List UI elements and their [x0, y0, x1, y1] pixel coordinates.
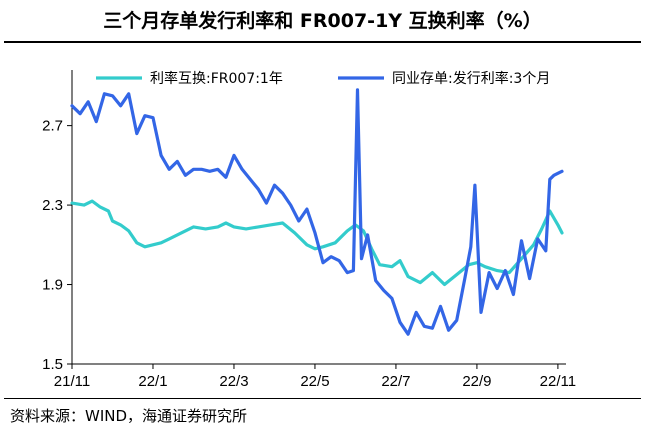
- x-tick-label: 21/11: [54, 373, 90, 390]
- y-tick-label: 1.5: [42, 356, 63, 373]
- series-line-fr007-swap: [70, 199, 564, 287]
- y-tick-label: 2.7: [42, 118, 63, 135]
- series-line-ncd-3m: [70, 88, 564, 336]
- chart-title: 三个月存单发行利率和 FR007-1Y 互换利率（%）: [103, 10, 542, 32]
- x-tick-label: 22/1: [138, 373, 167, 390]
- x-tick-label: 22/11: [540, 373, 576, 390]
- x-tick-label: 22/3: [219, 373, 248, 390]
- source-note: 资料来源：WIND，海通证券研究所: [10, 407, 248, 425]
- x-tick-label: 22/5: [300, 373, 329, 390]
- source-rule: [4, 398, 641, 399]
- x-tick-label: 22/9: [462, 373, 491, 390]
- axes: 2.7 2.3 1.9 1.521/11 22/1 22/3 22/5 22/7 22/9 22/…: [42, 70, 576, 390]
- y-tick-label: 1.9: [42, 277, 63, 294]
- series-layer: [70, 88, 564, 336]
- y-tick-label: 2.3: [42, 197, 63, 214]
- legend-label: 同业存单:发行利率:3个月: [392, 70, 550, 87]
- legend-label: 利率互换:FR007:1年: [150, 70, 283, 87]
- title-rule: [4, 41, 641, 43]
- x-tick-label: 22/7: [381, 373, 410, 390]
- legend: 利率互换:FR007:1年 同业存单:发行利率:3个月: [96, 70, 550, 87]
